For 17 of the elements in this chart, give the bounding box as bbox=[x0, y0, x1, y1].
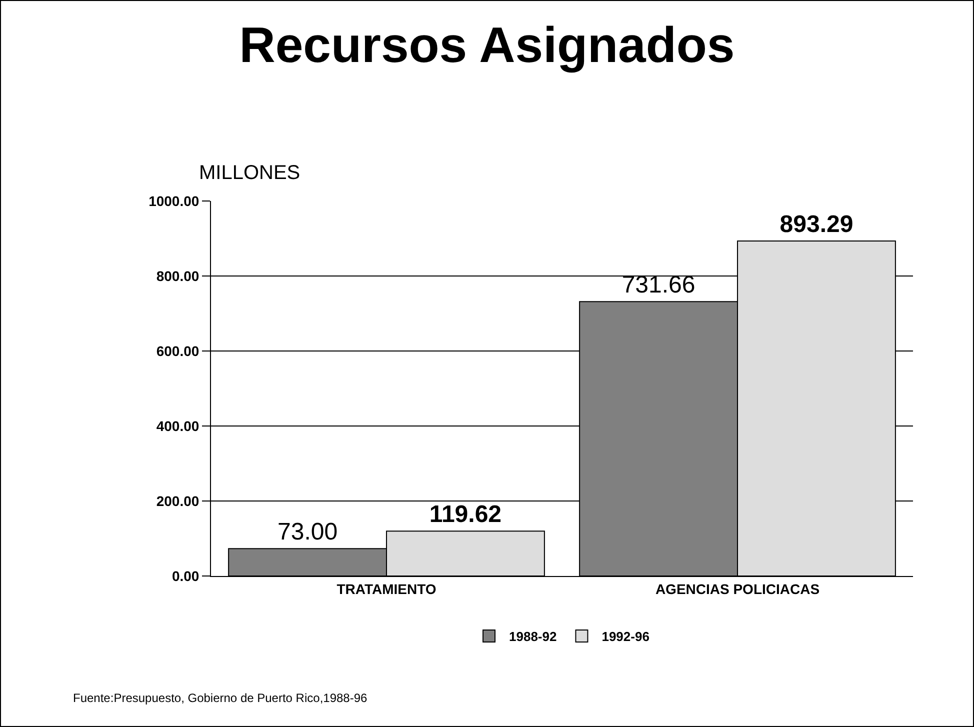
data-label: 731.66 bbox=[622, 272, 696, 299]
y-tick-label: 200.00 bbox=[156, 492, 200, 509]
y-tick-label: 600.00 bbox=[156, 342, 200, 359]
y-tick-label: 1000.00 bbox=[148, 192, 200, 209]
y-tick-label: 0.00 bbox=[172, 568, 200, 584]
data-label: 119.62 bbox=[429, 501, 502, 528]
data-label: 893.29 bbox=[780, 211, 854, 238]
x-tick-label: AGENCIAS POLICIACAS bbox=[655, 580, 820, 597]
y-tick-label: 800.00 bbox=[156, 268, 200, 284]
source-note: Fuente:Presupuesto, Gobierno de Puerto Rico,1988-96 bbox=[73, 691, 368, 705]
legend-label: 1988-92 bbox=[509, 629, 557, 644]
y-tick-label: 400.00 bbox=[156, 418, 200, 434]
data-label: 73.00 bbox=[277, 518, 338, 546]
chart-title: Recursos Asignados bbox=[239, 17, 735, 73]
legend-label: 1992-96 bbox=[602, 629, 650, 644]
y-axis-title: MILLONES bbox=[199, 162, 300, 184]
x-tick-label: TRATAMIENTO bbox=[336, 580, 436, 597]
